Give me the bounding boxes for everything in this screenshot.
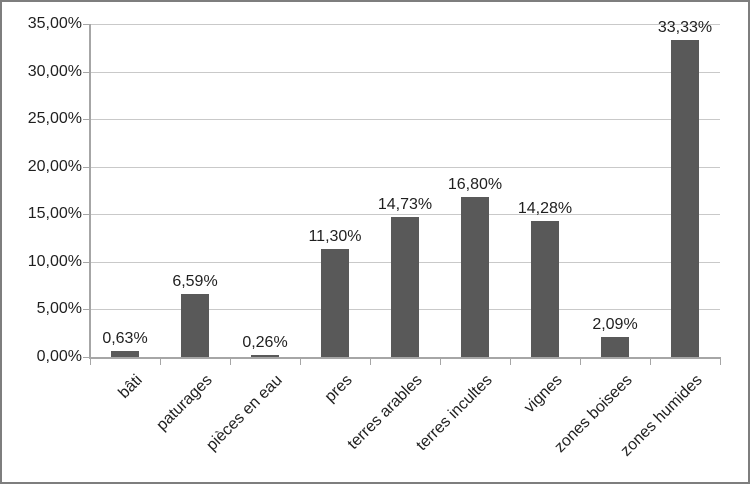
y-axis-tick <box>83 261 89 263</box>
bar-zones-humides <box>671 39 699 357</box>
bar-terres-arables <box>391 216 419 357</box>
x-axis-tick <box>510 358 511 365</box>
y-axis-tick <box>83 309 89 311</box>
y-axis-tick-label: 20,00% <box>27 157 82 175</box>
y-gridline <box>90 119 720 121</box>
y-gridline <box>90 71 720 73</box>
y-gridline <box>90 24 720 25</box>
x-axis-tick <box>440 358 441 365</box>
bar-paturages <box>181 294 209 357</box>
bar-pres <box>321 249 349 357</box>
y-axis-tick <box>83 166 89 168</box>
bar-bâti <box>111 351 139 357</box>
x-axis-tick <box>650 358 651 365</box>
y-axis-tick-label: 25,00% <box>27 110 82 128</box>
bar-value-label: 14,73% <box>377 195 433 213</box>
y-axis-tick-label: 35,00% <box>27 15 82 32</box>
bar-pièces-en-eau <box>251 354 279 357</box>
y-axis-tick <box>83 357 89 358</box>
x-axis-tick <box>230 358 231 365</box>
y-axis-tick-label: 15,00% <box>27 205 82 223</box>
bar-value-label: 6,59% <box>172 273 218 291</box>
x-axis-tick <box>720 358 721 365</box>
y-axis-tick-label: 10,00% <box>27 252 82 270</box>
x-axis-tick <box>90 358 91 365</box>
y-axis-tick-label: 0,00% <box>36 348 82 365</box>
y-axis-tick-label: 30,00% <box>27 62 82 80</box>
bar-zones-boisees <box>601 337 629 357</box>
bar-value-label: 33,33% <box>657 18 713 36</box>
y-gridline <box>90 166 720 168</box>
bar-value-label: 0,63% <box>102 330 148 347</box>
y-axis-tick <box>83 214 89 216</box>
y-gridline <box>90 214 720 216</box>
bar-terres-incultes <box>461 197 489 357</box>
bar-value-label: 16,80% <box>447 176 503 194</box>
y-axis-tick <box>83 119 89 121</box>
x-axis-tick <box>370 358 371 365</box>
bar-vignes <box>531 221 559 357</box>
bar-value-label: 2,09% <box>592 316 638 334</box>
y-axis-line <box>89 24 91 359</box>
bar-value-label: 14,28% <box>517 200 573 218</box>
x-axis-line <box>89 357 721 359</box>
x-axis-tick <box>580 358 581 365</box>
x-axis-tick <box>160 358 161 365</box>
y-axis-tick-label: 5,00% <box>36 300 82 318</box>
bar-value-label: 0,26% <box>242 333 288 351</box>
bar-value-label: 11,30% <box>308 228 362 246</box>
x-axis-tick <box>300 358 301 365</box>
y-axis-tick <box>83 24 89 25</box>
y-axis-tick <box>83 71 89 73</box>
